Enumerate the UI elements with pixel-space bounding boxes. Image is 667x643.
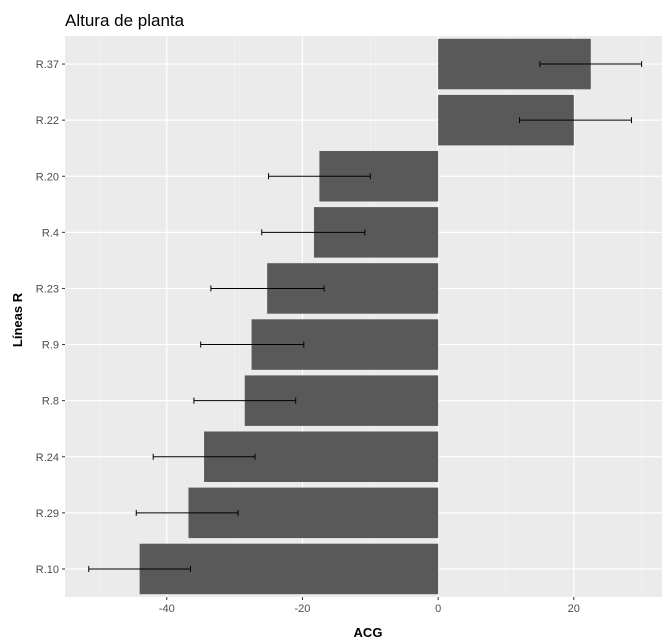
x-tick-label: -20: [294, 603, 310, 615]
y-tick-label: R.20: [36, 171, 59, 183]
y-tick-label: R.8: [42, 396, 59, 408]
error-bar-R.4: [261, 229, 366, 236]
y-tick-label: R.37: [36, 59, 59, 71]
y-tick-label: R.29: [36, 508, 59, 520]
y-tick-label: R.4: [42, 227, 59, 239]
y-tick-label: R.9: [42, 340, 59, 352]
y-tick-label: R.22: [36, 115, 59, 127]
y-tick-label: R.10: [36, 564, 59, 576]
error-bar-R.20: [268, 173, 371, 180]
x-tick-label: 20: [568, 603, 580, 615]
x-axis-title: ACG: [354, 625, 383, 640]
y-axis: R.37 R.22 R.20 R.4 R.23 R.9 R.8 R.24 R.29 R.10: [36, 59, 65, 576]
error-bar-R.23: [210, 285, 325, 292]
x-axis: -40 -20 0 20: [159, 597, 580, 615]
error-bar-R.37: [539, 61, 643, 68]
x-tick-label: -40: [159, 603, 175, 615]
error-bar-R.29: [135, 509, 239, 516]
y-tick-label: R.23: [36, 283, 59, 295]
y-tick-label: R.24: [36, 452, 59, 464]
error-bar-R.9: [200, 341, 305, 348]
x-tick-label: 0: [435, 603, 441, 615]
error-bar-R.8: [193, 397, 297, 404]
error-bar-R.24: [152, 453, 256, 460]
chart-title: Altura de planta: [65, 11, 185, 30]
y-axis-title: Líneas R: [10, 292, 25, 347]
error-bar-R.22: [519, 117, 632, 124]
error-bars: [88, 61, 643, 572]
error-bar-R.10: [88, 565, 192, 572]
